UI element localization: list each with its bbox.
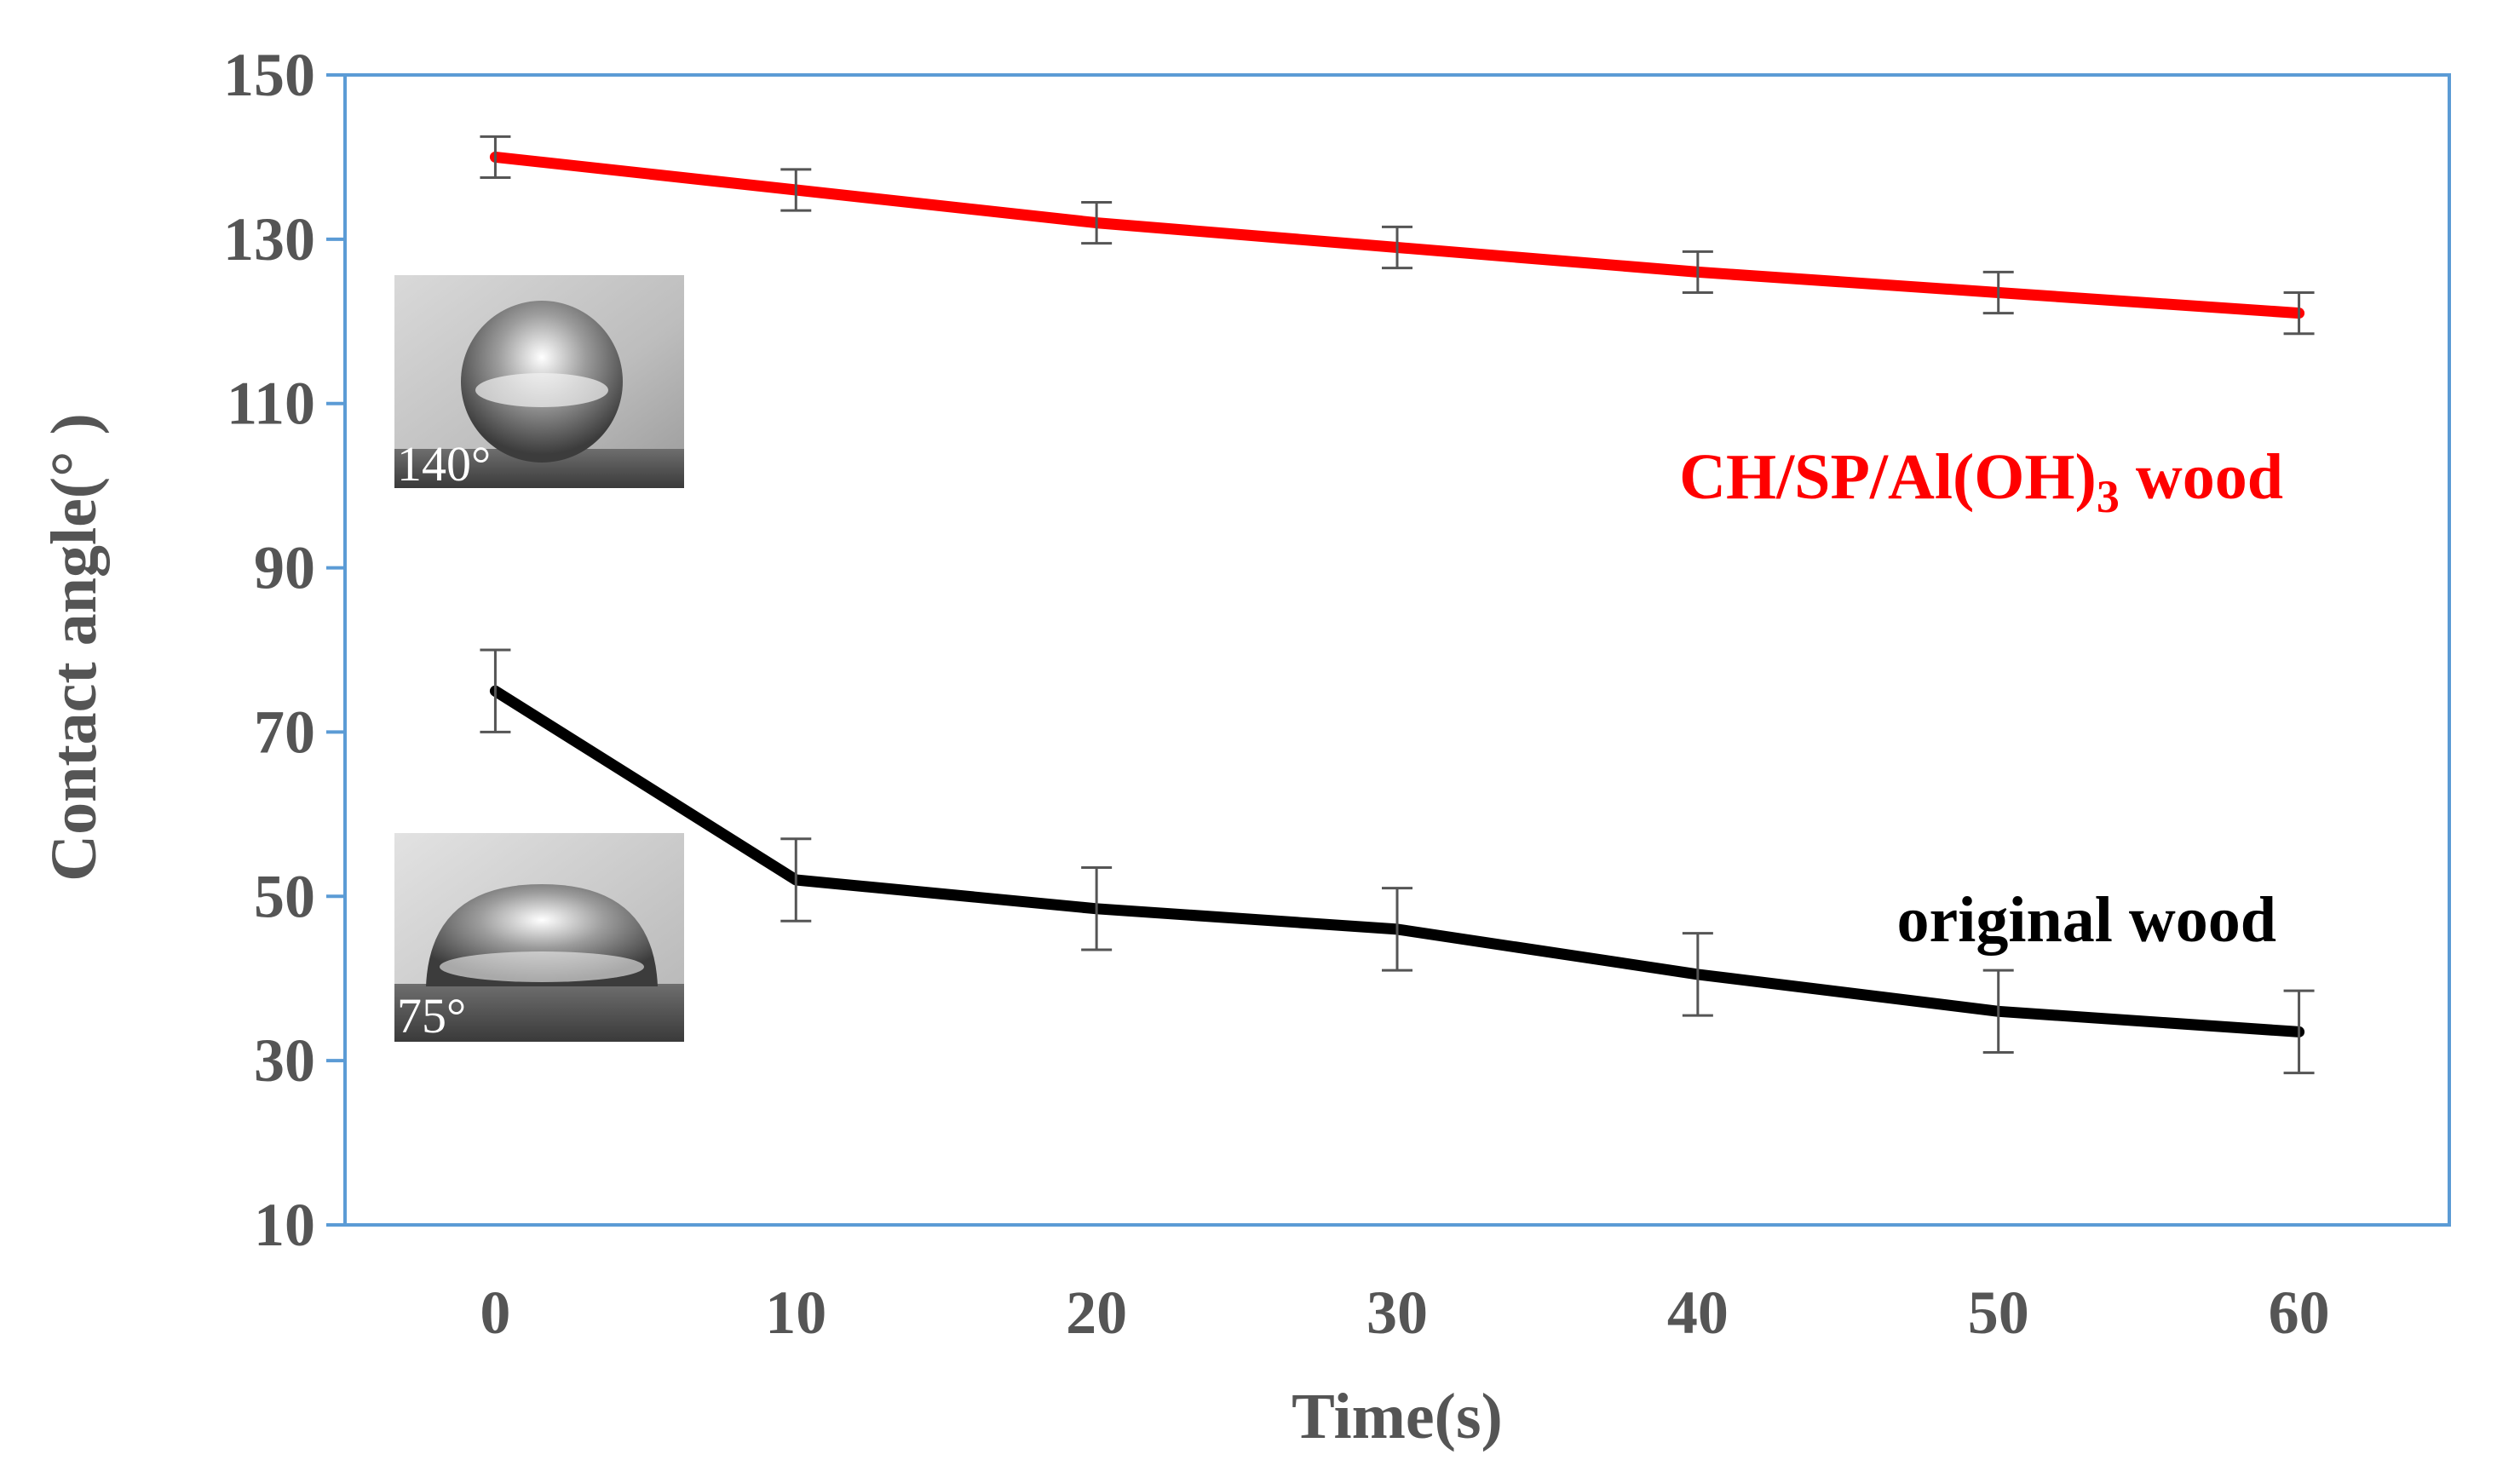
error-bar bbox=[1382, 887, 1412, 972]
y-tick-label: 110 bbox=[227, 370, 315, 438]
y-axis-title: Contact angle(° ) bbox=[38, 413, 110, 882]
x-axis-ticks: 0 10 20 30 40 50 60 bbox=[480, 1279, 2329, 1347]
error-bar bbox=[1682, 250, 1713, 295]
error-bar bbox=[1081, 200, 1113, 245]
error-bar bbox=[780, 837, 812, 923]
series-label-treated-main: CH/SP/Al(OH) bbox=[1679, 441, 2097, 513]
error-bar bbox=[1382, 225, 1412, 270]
error-bar bbox=[480, 648, 511, 733]
error-bar bbox=[2283, 291, 2315, 336]
plot-frame bbox=[343, 73, 2451, 1227]
inset-droplet-75: 75° bbox=[394, 833, 684, 1043]
series-label-treated-tail: wood bbox=[2120, 441, 2283, 513]
inset-label-140: 140° bbox=[397, 436, 491, 491]
error-bar bbox=[1982, 969, 2014, 1054]
error-bar bbox=[480, 135, 511, 180]
y-tick-label: 10 bbox=[254, 1191, 315, 1259]
series-line-1 bbox=[489, 685, 2305, 1038]
y-tick-label: 150 bbox=[223, 41, 315, 109]
x-tick-label: 50 bbox=[1968, 1279, 2029, 1347]
y-tick-label: 50 bbox=[254, 862, 315, 930]
droplet-reflection bbox=[440, 951, 644, 982]
y-tick-label: 130 bbox=[223, 205, 315, 273]
x-tick-label: 0 bbox=[480, 1279, 510, 1347]
error-bar bbox=[780, 168, 812, 212]
droplet-reflection bbox=[475, 373, 608, 407]
x-tick-label: 20 bbox=[1066, 1279, 1127, 1347]
inset-droplet-140: 140° bbox=[394, 275, 684, 491]
x-tick-label: 40 bbox=[1667, 1279, 1729, 1347]
x-tick-label: 10 bbox=[765, 1279, 826, 1347]
x-tick-label: 30 bbox=[1366, 1279, 1428, 1347]
x-axis-title: Time(s) bbox=[1292, 1381, 1503, 1452]
inset-substrate bbox=[394, 984, 684, 1042]
series-label-original: original wood bbox=[1897, 884, 2277, 956]
error-bar bbox=[1081, 866, 1113, 951]
error-bar bbox=[1682, 932, 1713, 1017]
series-label-treated-sub: 3 bbox=[2097, 471, 2120, 522]
error-bar bbox=[2283, 989, 2315, 1075]
x-tick-label: 60 bbox=[2269, 1279, 2330, 1347]
y-tick-label: 30 bbox=[254, 1026, 315, 1095]
y-tick-label: 70 bbox=[254, 698, 315, 766]
series-label-treated: CH/SP/Al(OH)3 wood bbox=[1679, 441, 2283, 522]
inset-label-75: 75° bbox=[397, 988, 466, 1043]
y-tick-label: 90 bbox=[254, 534, 315, 602]
y-axis-ticks: 10 30 50 70 90 110 130 150 bbox=[223, 41, 345, 1259]
error-bar bbox=[1982, 270, 2014, 315]
series-layer bbox=[480, 135, 2315, 1075]
